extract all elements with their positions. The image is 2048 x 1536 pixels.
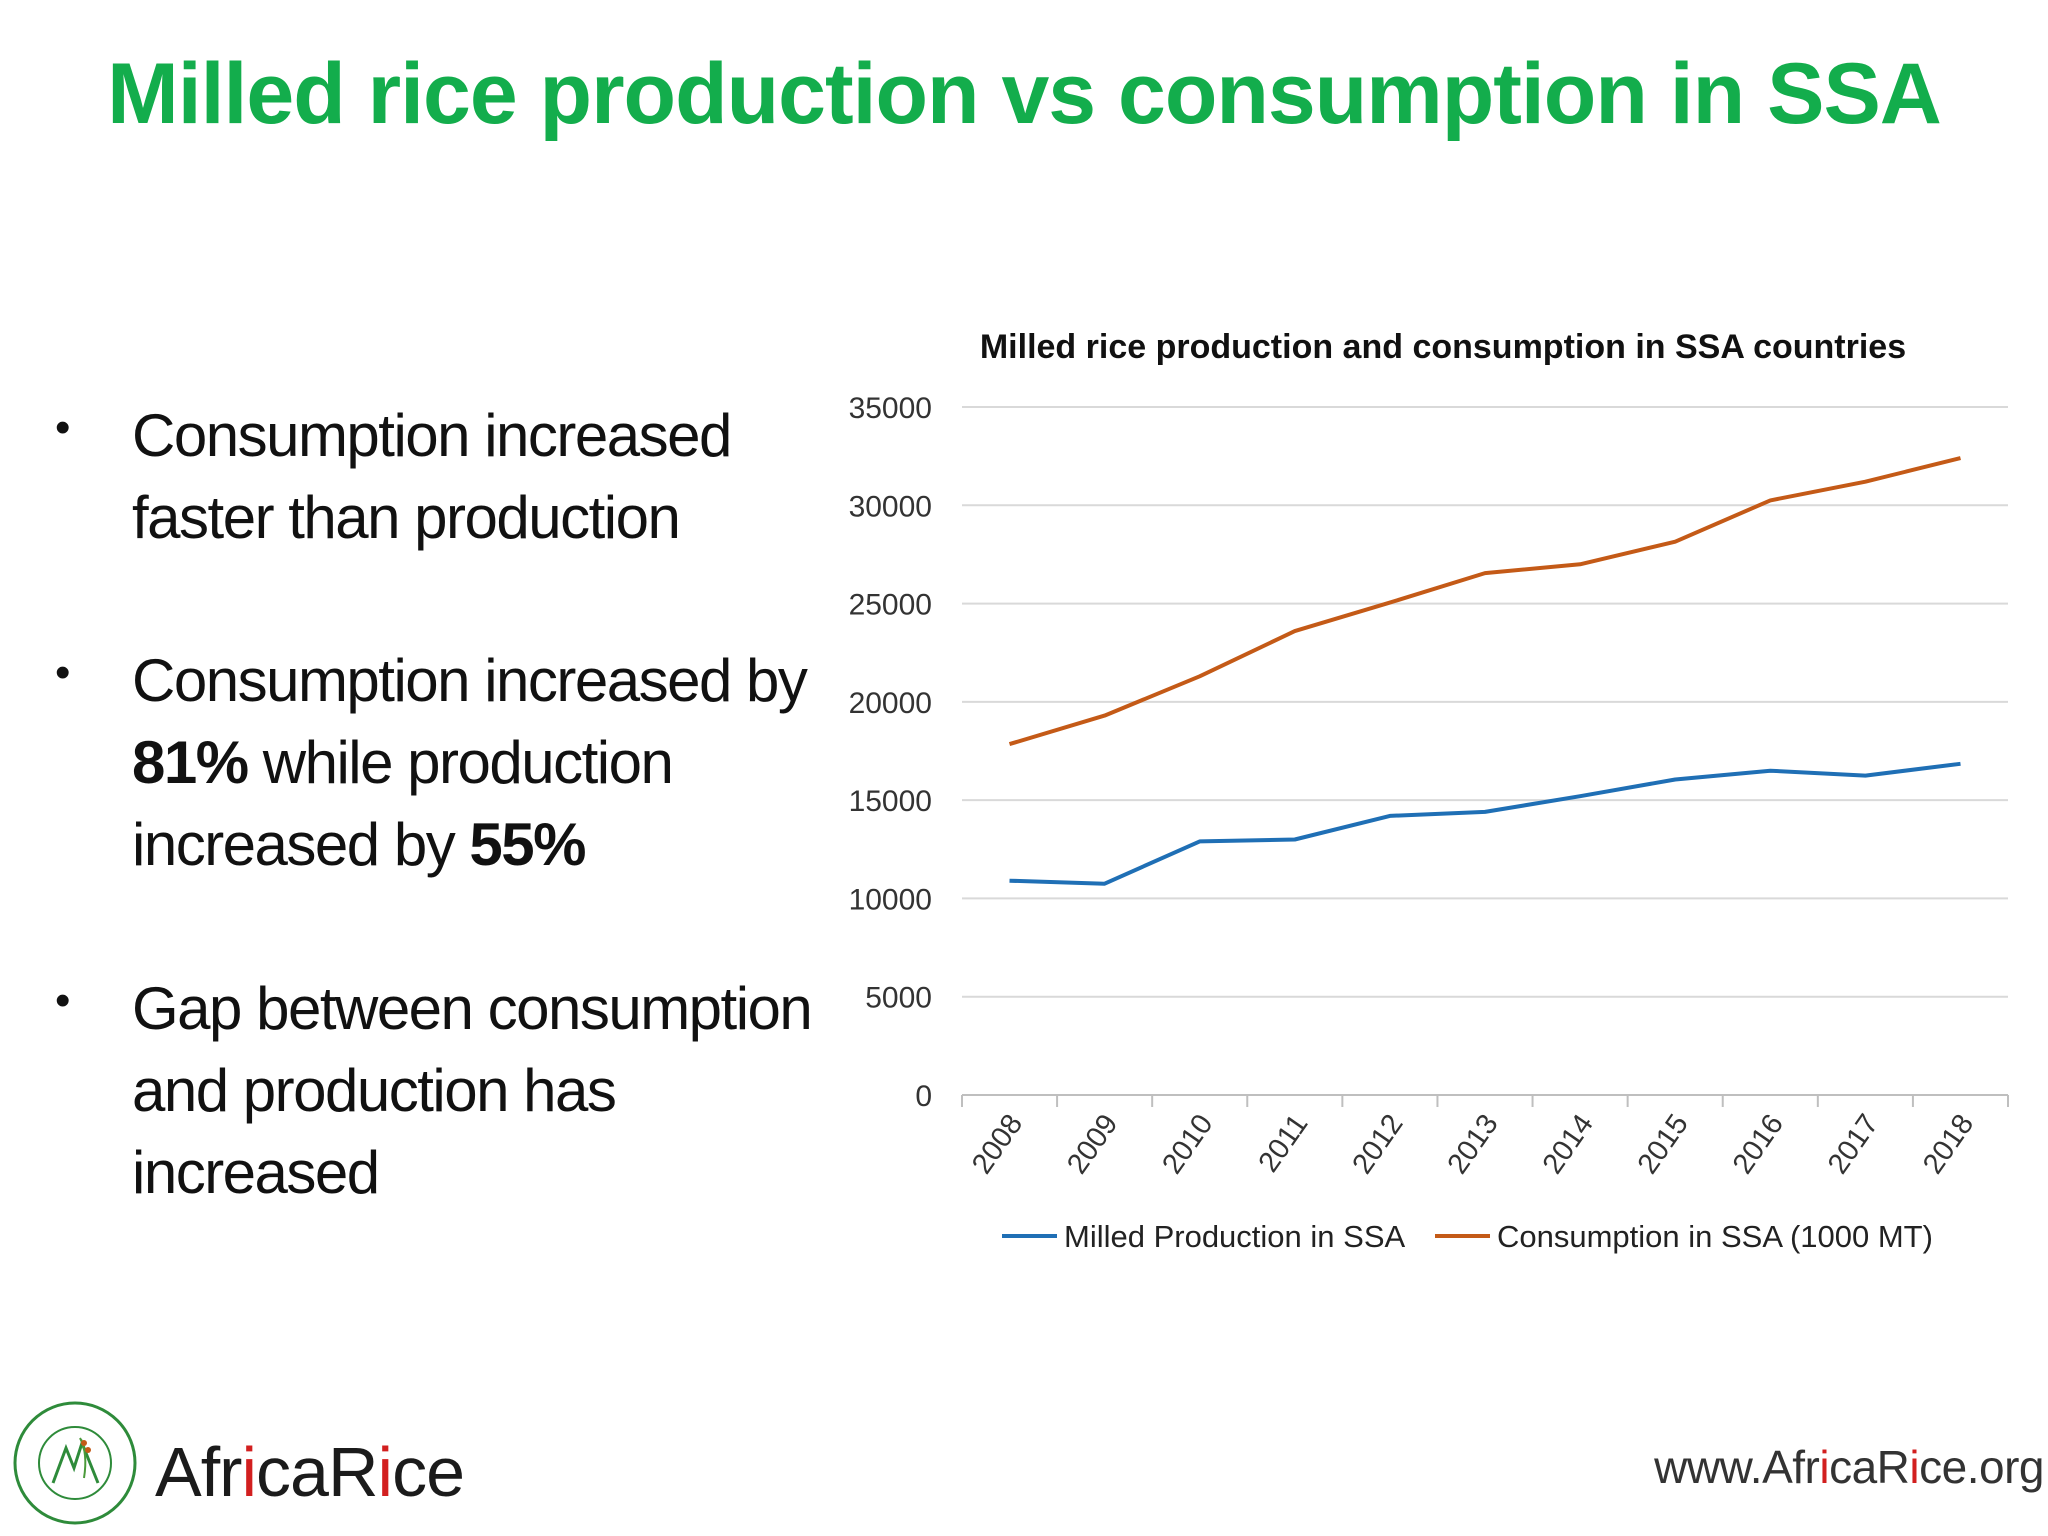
bullet-text-part: Consumption increased faster than produc…: [132, 402, 732, 551]
x-tick-label: 2017: [1822, 1109, 1885, 1180]
legend: Milled Production in SSA Consumption in S…: [1002, 1219, 1933, 1254]
url-text: www.Afr: [1654, 1441, 1820, 1493]
x-tick-label: 2009: [1061, 1109, 1124, 1180]
bullet-dot: •: [55, 976, 71, 1025]
y-tick-label: 35000: [849, 392, 932, 425]
legend-label: Milled Production in SSA: [1064, 1219, 1405, 1254]
url-text: i: [1909, 1441, 1920, 1493]
chart-title: Milled rice production and consumption i…: [980, 328, 1906, 366]
bullet-text-part: Gap between consumption and production h…: [132, 975, 813, 1206]
series-lines: [1008, 456, 1961, 886]
bullet-text-part: while production increased by: [132, 729, 674, 878]
bullet-text-part: Consumption increased by: [132, 647, 808, 714]
y-tick-label: 5000: [865, 982, 932, 1015]
slide-title: Milled rice production vs consumption in…: [107, 46, 1942, 142]
bullet-text: Consumption increased by 81% while produ…: [132, 640, 822, 886]
x-tick-label: 2012: [1346, 1109, 1409, 1180]
logo-wordmark: AfricaRice: [155, 1432, 465, 1512]
x-axis-tick-labels: 2008 2009 2010 2011 2012 2013 2014 2015 2016 2017…: [966, 1109, 1980, 1180]
x-tick-label: 2013: [1442, 1109, 1505, 1180]
logo-text: Afr: [155, 1433, 242, 1511]
logo-text: i: [377, 1433, 394, 1511]
url-text: i: [1819, 1441, 1830, 1493]
y-tick-label: 20000: [849, 687, 932, 720]
bullet-bold-part: 81%: [132, 729, 249, 796]
africarice-seal-icon: [13, 1401, 137, 1525]
y-tick-label: 10000: [849, 883, 932, 916]
url-text: caR: [1829, 1441, 1910, 1493]
x-tick-label: 2016: [1727, 1109, 1790, 1180]
url-text: ce.org: [1919, 1441, 2044, 1493]
series-line: [1009, 761, 1961, 886]
bullet-bold-part: 55%: [469, 811, 586, 878]
y-tick-label: 0: [915, 1080, 932, 1113]
x-tick-label: 2018: [1917, 1109, 1980, 1180]
bullet-text: Consumption increased faster than produc…: [132, 395, 822, 559]
x-tick-label: 2011: [1253, 1109, 1315, 1178]
bullet-text: Gap between consumption and production h…: [132, 968, 822, 1214]
x-tick-label: 2010: [1156, 1109, 1219, 1180]
x-tick-label: 2014: [1537, 1109, 1600, 1180]
x-tick-label: 2008: [966, 1109, 1029, 1180]
grid-lines: [962, 406, 2008, 998]
logo-text: caR: [256, 1433, 378, 1511]
x-tick-label: 2015: [1632, 1109, 1695, 1180]
footer-url[interactable]: www.AfricaRice.org: [1654, 1440, 2044, 1494]
y-tick-label: 15000: [849, 785, 932, 818]
y-tick-label: 25000: [849, 589, 932, 622]
x-axis: [961, 1094, 2009, 1107]
logo-text: ce: [392, 1433, 465, 1511]
africarice-logo: [8, 1398, 158, 1533]
y-tick-label: 30000: [849, 490, 932, 523]
bullet-dot: •: [55, 403, 71, 452]
logo-text: i: [241, 1433, 257, 1511]
y-axis-tick-labels: 0 5000 10000 15000 20000 25000 30000 35000: [849, 392, 932, 1113]
legend-label: Consumption in SSA (1000 MT): [1497, 1219, 1933, 1254]
bullet-dot: •: [55, 648, 71, 697]
